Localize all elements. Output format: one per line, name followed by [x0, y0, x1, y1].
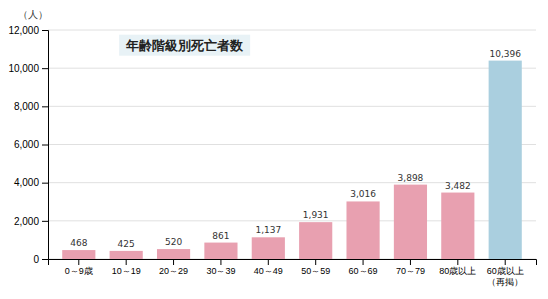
x-tick: 60歳以上（再掲） — [487, 259, 524, 287]
bars — [62, 61, 522, 259]
x-tick: 40～49 — [254, 259, 283, 276]
x-tick-mark — [363, 259, 364, 265]
data-label: 3,482 — [445, 181, 471, 191]
bar — [299, 222, 332, 259]
x-tick-mark — [315, 259, 316, 265]
data-labels: 468 425 520 861 1,137 1,931 3,016 3,898 3,482 10,… — [70, 49, 521, 249]
x-axis-line — [49, 260, 537, 266]
x-tick: 50～59 — [301, 259, 330, 276]
bar — [346, 201, 379, 259]
bar — [157, 249, 190, 259]
bar — [394, 185, 427, 259]
y-tick-label: 2,000 — [14, 216, 39, 227]
y-tick-mark — [42, 106, 48, 107]
y-tick-label: 10,000 — [8, 63, 39, 74]
title-box: 年齢階級別死亡者数 — [119, 35, 250, 56]
y-axis: 0 2,000 4,000 6,000 8,000 10,000 12,000 — [8, 25, 48, 265]
x-tick-label: 30～39 — [206, 266, 235, 276]
x-tick-label: 60～69 — [349, 266, 378, 276]
y-axis-label: （人） — [18, 9, 48, 20]
bar — [62, 250, 95, 259]
x-tick-label: 70～79 — [396, 266, 425, 276]
grid-line — [48, 144, 536, 145]
x-tick: 10～19 — [112, 259, 141, 276]
data-label: 1,931 — [303, 210, 329, 220]
x-tick-mark — [173, 259, 174, 265]
data-label: 3,016 — [350, 189, 376, 199]
x-tick-label: 40～49 — [254, 266, 283, 276]
x-axis: 0～9歳 10～19 20～29 30～39 40～49 50～59 60～69 70～79 8… — [49, 259, 537, 287]
y-tick: 12,000 — [8, 25, 48, 36]
x-tick-label: 10～19 — [112, 266, 141, 276]
x-tick-label: 20～29 — [159, 266, 188, 276]
y-tick-mark — [42, 68, 48, 69]
data-label: 468 — [70, 238, 87, 248]
x-tick-label: 0～9歳 — [65, 266, 93, 276]
y-tick: 6,000 — [14, 139, 48, 150]
bar — [110, 251, 143, 259]
data-label: 861 — [212, 231, 229, 241]
y-tick-label: 8,000 — [14, 101, 39, 112]
grid-line — [48, 68, 536, 69]
y-tick-mark — [42, 259, 48, 260]
x-tick-mark — [268, 259, 269, 265]
title: 年齢階級別死亡者数 — [125, 38, 244, 53]
data-label: 1,137 — [255, 225, 281, 235]
y-tick-mark — [42, 30, 48, 31]
grid-line — [48, 30, 536, 31]
y-tick-label: 6,000 — [14, 139, 39, 150]
y-tick-mark — [42, 221, 48, 222]
y-tick-label: 4,000 — [14, 177, 39, 188]
data-label: 10,396 — [489, 49, 521, 59]
y-tick-mark — [42, 145, 48, 146]
y-axis-line — [42, 31, 49, 260]
x-tick-mark — [410, 259, 411, 265]
data-label: 520 — [165, 237, 182, 247]
y-tick: 4,000 — [14, 177, 48, 188]
y-tick-label: 0 — [33, 254, 39, 265]
x-tick: 30～39 — [206, 259, 235, 276]
x-tick: 70～79 — [396, 259, 425, 276]
x-tick-label: 60歳以上（再掲） — [487, 266, 524, 286]
x-tick-mark — [505, 259, 506, 265]
y-tick-label: 12,000 — [8, 25, 39, 36]
y-tick: 2,000 — [14, 216, 48, 227]
chart: 0 2,000 4,000 6,000 8,000 10,000 12,000 0～9歳 10～… — [0, 0, 548, 299]
y-tick: 8,000 — [14, 101, 48, 112]
y-tick-mark — [42, 183, 48, 184]
x-tick-label: 50～59 — [301, 266, 330, 276]
grid — [48, 30, 536, 259]
x-tick-label: 80歳以上 — [439, 266, 476, 276]
bar — [441, 193, 474, 259]
grid-line — [48, 106, 536, 107]
x-tick: 80歳以上 — [439, 259, 476, 276]
bar — [489, 61, 522, 259]
x-tick-mark — [126, 259, 127, 265]
y-tick: 0 — [33, 254, 48, 265]
x-tick: 20～29 — [159, 259, 188, 276]
x-tick-mark — [457, 259, 458, 265]
plot: 0 2,000 4,000 6,000 8,000 10,000 12,000 0～9歳 10～… — [8, 25, 536, 287]
x-tick: 0～9歳 — [65, 259, 93, 276]
bar — [204, 243, 237, 259]
x-tick-mark — [78, 259, 79, 265]
data-label: 3,898 — [398, 173, 424, 183]
x-tick: 60～69 — [349, 259, 378, 276]
data-label: 425 — [118, 239, 135, 249]
x-tick-mark — [220, 259, 221, 265]
bar — [252, 237, 285, 259]
y-tick: 10,000 — [8, 63, 48, 74]
title-background — [119, 35, 250, 56]
